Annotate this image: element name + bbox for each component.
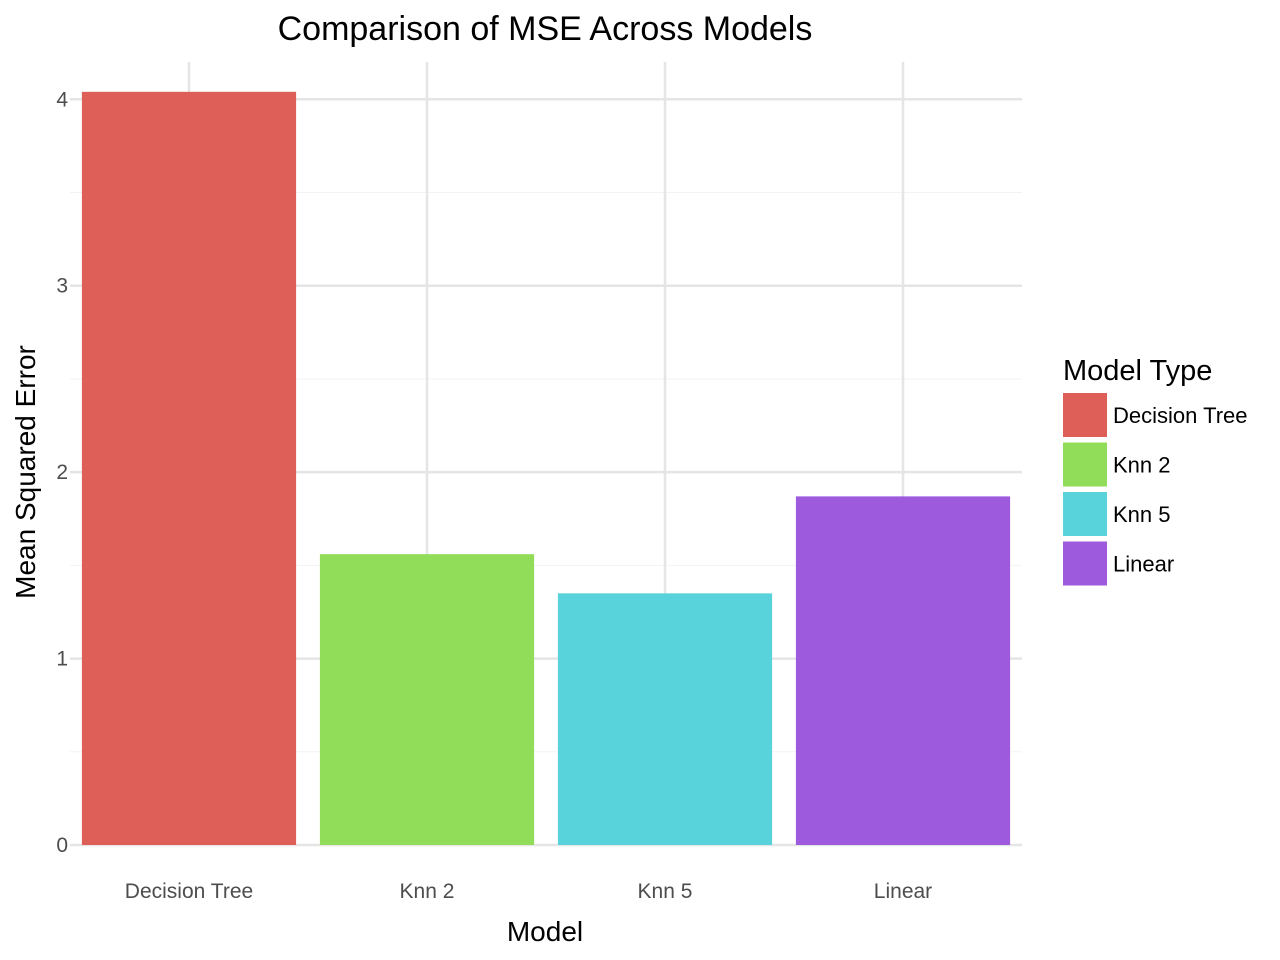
- legend-label: Knn 5: [1113, 502, 1171, 527]
- x-tick-labels: Decision Tree Knn 2 Knn 5 Linear: [125, 880, 932, 903]
- chart-title: Comparison of MSE Across Models: [278, 10, 813, 48]
- legend-key: [1063, 442, 1107, 487]
- legend-key: [1063, 492, 1107, 536]
- y-tick-label: 0: [56, 834, 68, 857]
- bar-knn-5: [557, 593, 773, 845]
- y-tick-label: 2: [56, 461, 68, 484]
- bar-decision-tree: [81, 91, 297, 846]
- bar-knn-2: [319, 554, 535, 845]
- x-tick-label: Knn 5: [638, 880, 693, 903]
- legend-label: Linear: [1113, 552, 1174, 577]
- bars-group: [81, 91, 1011, 846]
- x-axis-title: Model: [507, 916, 583, 947]
- y-tick-labels: 0 1 2 3 4: [56, 88, 68, 857]
- y-tick-label: 1: [56, 648, 68, 671]
- legend-label: Decision Tree: [1113, 403, 1248, 428]
- x-tick-label: Knn 2: [400, 880, 455, 903]
- legend-key: [1063, 541, 1107, 586]
- legend-title: Model Type: [1063, 355, 1212, 387]
- x-tick-label: Decision Tree: [125, 880, 253, 903]
- bar-linear: [795, 496, 1011, 845]
- x-tick-label: Linear: [874, 880, 932, 903]
- legend-key: [1063, 393, 1107, 437]
- legend: Model Type Decision Tree Knn 2 Knn 5 Linear: [1063, 355, 1248, 586]
- y-tick-label: 3: [56, 275, 68, 298]
- y-axis-title: Mean Squared Error: [10, 345, 41, 599]
- y-tick-label: 4: [56, 88, 68, 111]
- legend-label: Knn 2: [1113, 453, 1171, 478]
